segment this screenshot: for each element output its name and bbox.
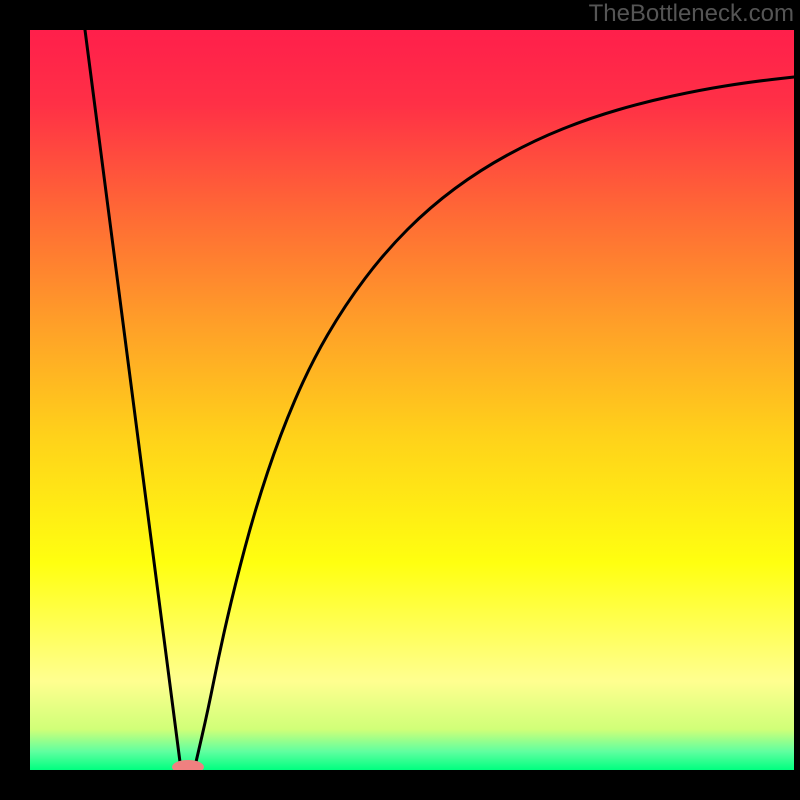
plot-background [30,30,794,770]
chart-svg [0,0,800,800]
frame-right [794,0,800,800]
frame-bottom [0,770,800,800]
watermark-text: TheBottleneck.com [589,0,794,28]
chart-container: { "meta": { "width": 800, "height": 800,… [0,0,800,800]
frame-left [0,0,30,800]
